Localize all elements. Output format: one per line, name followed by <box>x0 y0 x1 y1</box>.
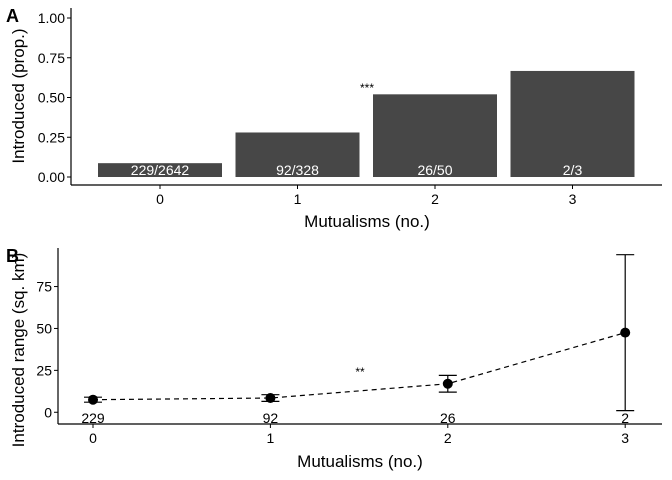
panel-b-points <box>88 327 631 405</box>
panel-b-x-tick-label: 2 <box>444 430 452 446</box>
panel-a-bar <box>510 70 635 177</box>
panel-b-x-tick-label: 3 <box>621 430 629 446</box>
panel-b: B 0 25 50 75 0 1 2 3 229 92 26 2 ** Mutualisms (n… <box>6 246 662 471</box>
panel-a-letter: A <box>6 6 19 26</box>
panel-a-y-tick-label: 0.50 <box>38 90 65 106</box>
panel-a-bars: 229/2642 92/328 26/50 2/3 <box>98 70 635 178</box>
panel-a-y-tick-label: 0.75 <box>38 50 65 66</box>
panel-a-y-ticks: 0.00 0.25 0.50 0.75 1.00 <box>38 10 71 185</box>
panel-b-significance: ** <box>355 365 365 379</box>
panel-a-y-tick-label: 0.25 <box>38 129 65 145</box>
panel-b-point <box>88 394 98 405</box>
panel-b-x-tick-label: 1 <box>267 430 275 446</box>
panel-a-bar-label: 2/3 <box>563 162 583 178</box>
panel-b-point <box>620 327 631 338</box>
panel-a-bar-label: 92/328 <box>276 162 319 178</box>
panel-b-x-ticks: 0 1 2 3 <box>89 424 629 446</box>
panel-b-error-bars <box>84 254 635 412</box>
panel-b-point <box>442 378 453 389</box>
panel-a-x-tick-label: 1 <box>294 191 302 207</box>
panel-a-bar <box>235 132 360 177</box>
panel-a-y-tick-label: 1.00 <box>38 10 65 26</box>
panel-b-n-label: 2 <box>621 410 629 426</box>
panel-b-y-tick-label: 75 <box>36 279 52 295</box>
panel-a-y-tick-label: 0.00 <box>38 169 65 185</box>
panel-a-x-tick-label: 2 <box>431 191 439 207</box>
panel-a-bar-label: 26/50 <box>417 162 452 178</box>
panel-b-n-labels: 229 92 26 2 <box>81 410 629 426</box>
panel-a-x-tick-label: 3 <box>569 191 577 207</box>
panel-b-y-tick-label: 0 <box>44 404 52 420</box>
panel-a-x-tick-label: 0 <box>156 191 164 207</box>
panel-a-significance: *** <box>360 81 374 95</box>
panel-b-y-ticks: 0 25 50 75 <box>36 279 58 420</box>
panel-b-y-tick-label: 50 <box>36 320 52 336</box>
panel-b-y-tick-label: 25 <box>36 362 52 378</box>
panel-b-x-axis-title: Mutualisms (no.) <box>297 452 423 471</box>
panel-a-x-ticks: 0 1 2 3 <box>156 185 577 207</box>
panel-b-n-label: 229 <box>81 410 105 426</box>
panel-a-bar <box>98 163 222 177</box>
panel-a: A 0.00 0.25 0.50 0.75 1.00 229/2642 92/328 26/… <box>6 6 662 231</box>
panel-b-letter: B <box>6 246 19 266</box>
panel-b-x-tick-label: 0 <box>89 430 97 446</box>
panel-b-point <box>265 393 276 404</box>
panel-a-bar <box>373 94 497 177</box>
panel-b-n-label: 26 <box>440 410 456 426</box>
panel-a-bar-label: 229/2642 <box>131 162 190 178</box>
panel-b-y-axis-title: Introduced range (sq. km) <box>9 253 28 448</box>
panel-b-n-label: 92 <box>263 410 279 426</box>
panel-a-x-axis-title: Mutualisms (no.) <box>304 212 430 231</box>
panel-a-y-axis-title: Introduced (prop.) <box>9 28 28 163</box>
